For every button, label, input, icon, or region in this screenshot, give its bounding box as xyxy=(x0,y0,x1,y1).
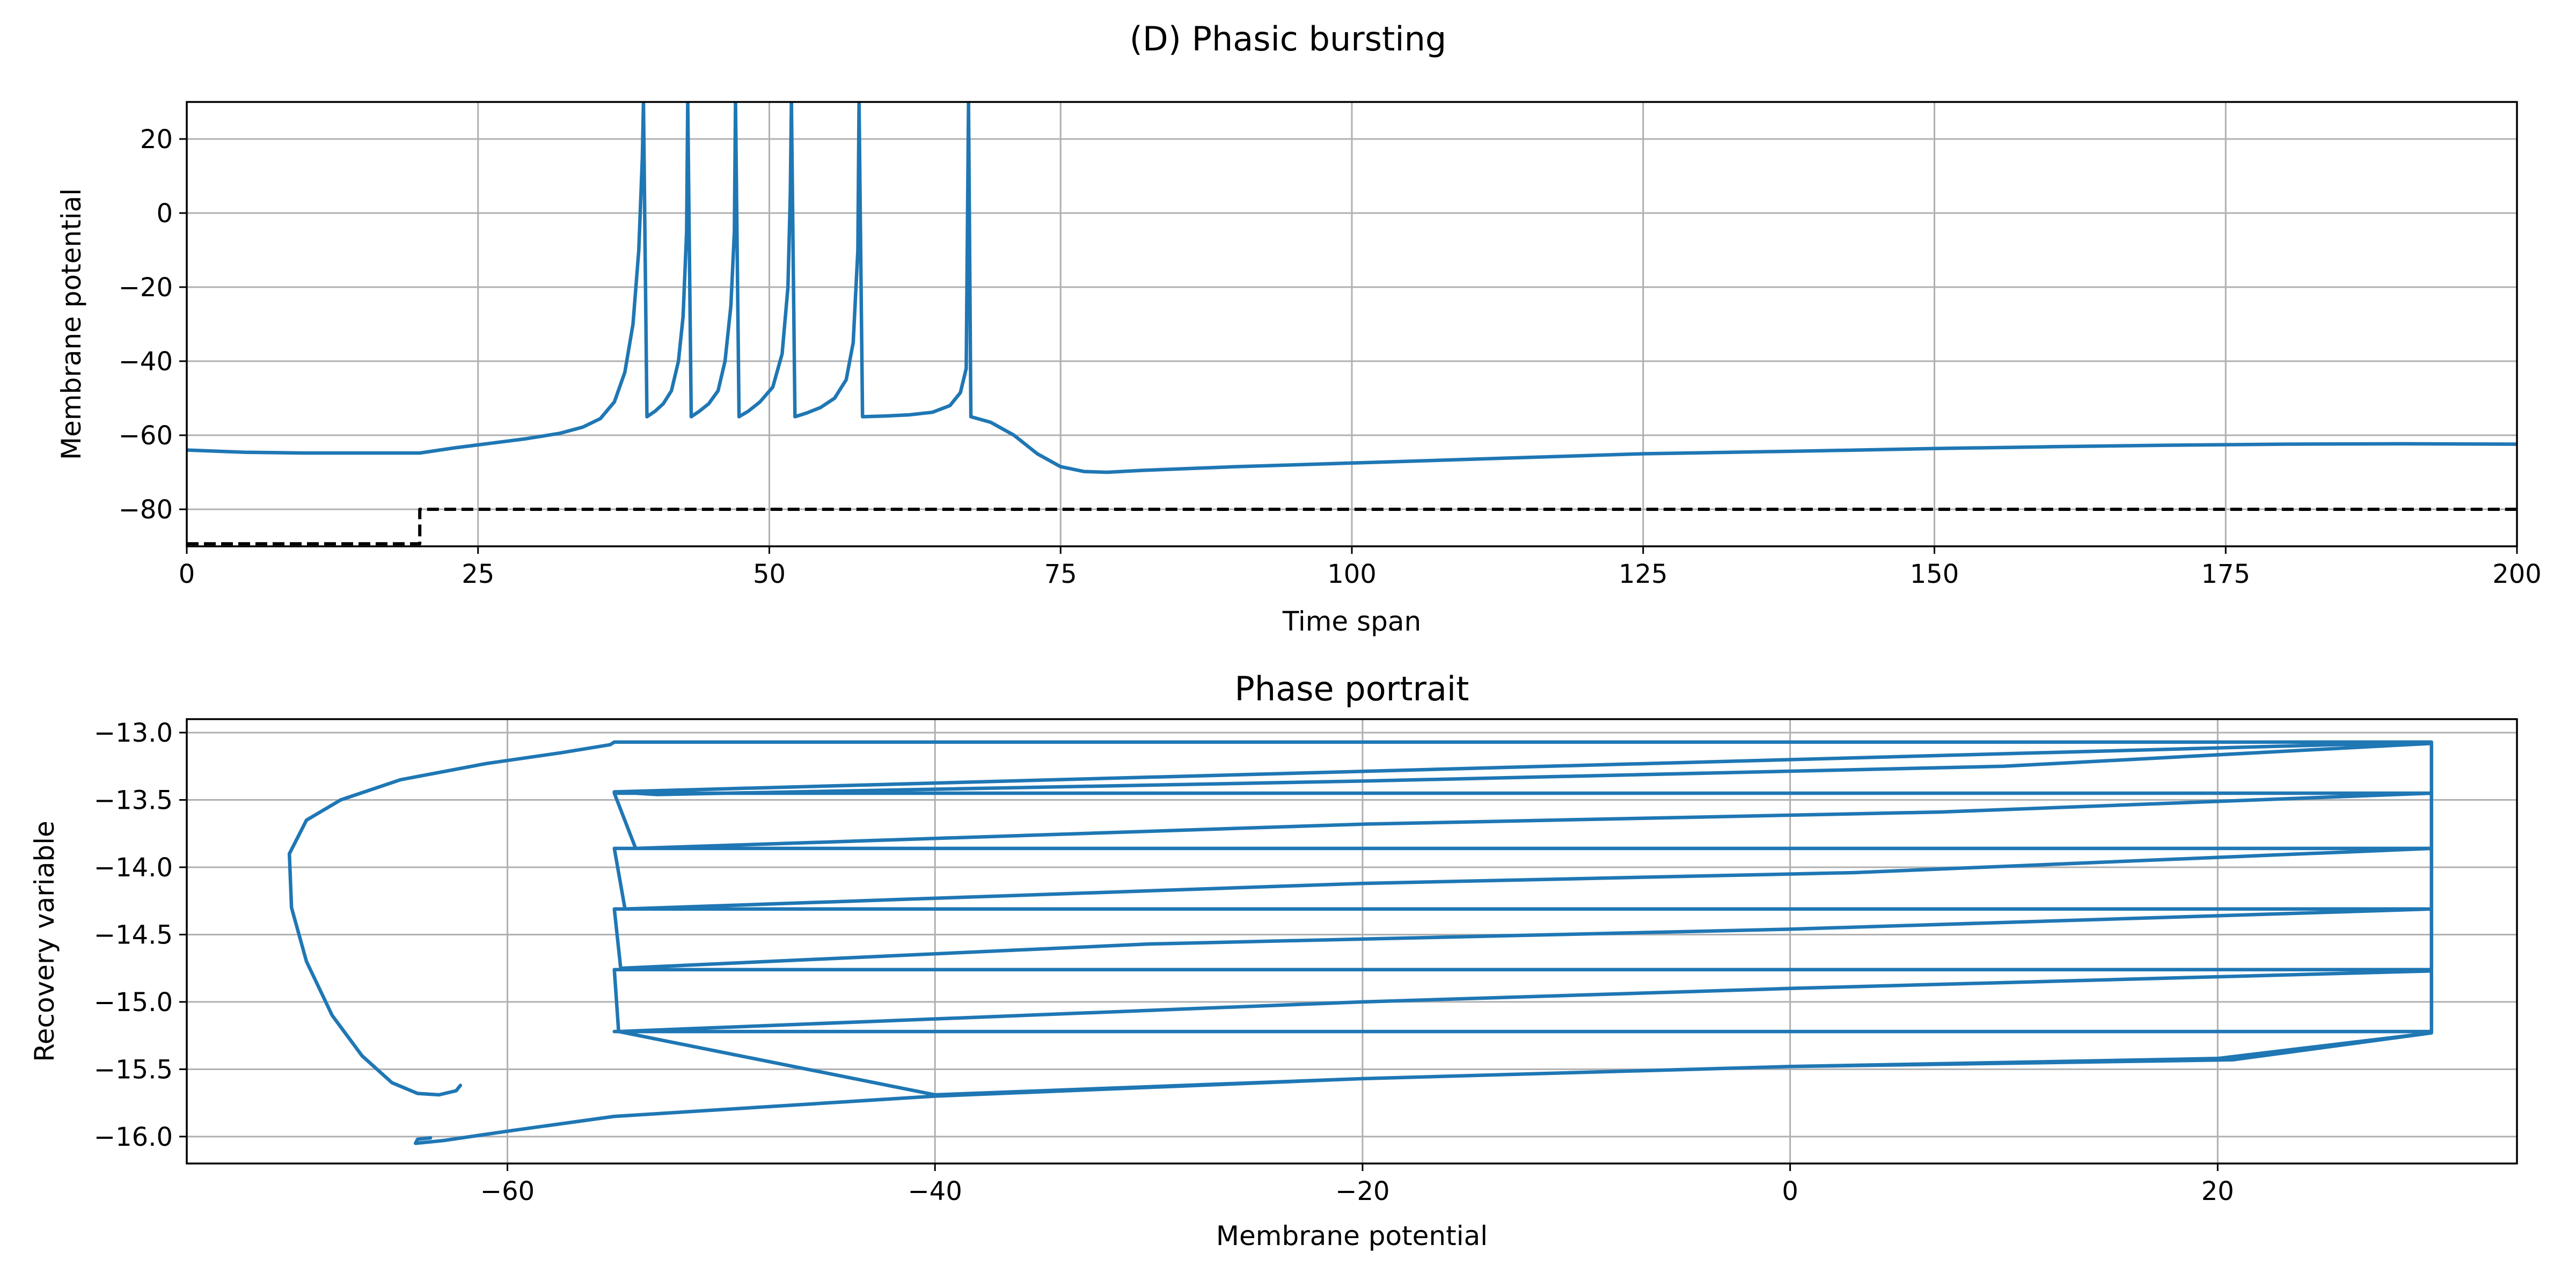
y-tick-label: −60 xyxy=(119,421,173,451)
x-tick-label: 125 xyxy=(1619,559,1668,589)
x-tick-label: 25 xyxy=(462,559,494,589)
data-series-line xyxy=(287,740,2433,1145)
input-current-line xyxy=(187,508,2517,546)
x-tick-label: 20 xyxy=(2201,1176,2234,1206)
figure-suptitle: (D) Phasic bursting xyxy=(1130,19,1446,58)
x-tick-label: 75 xyxy=(1044,559,1077,589)
y-axis-label: Recovery variable xyxy=(29,821,60,1062)
y-tick-label: 20 xyxy=(140,125,173,155)
y-tick-label: 0 xyxy=(156,199,173,229)
y-tick-label: −15.5 xyxy=(94,1055,173,1085)
y-tick-label: −16.0 xyxy=(94,1122,173,1152)
phase-portrait-plot: −60 −40 −20 0 20 −13.0 −13.5 −14.0 −14.5 −15.0 −15… xyxy=(29,669,2518,1252)
y-tick-label: −14.0 xyxy=(94,853,173,883)
y-tick-label: −15.0 xyxy=(94,987,173,1018)
x-tick-label: −20 xyxy=(1335,1176,1389,1206)
y-tick-label: −14.5 xyxy=(94,920,173,950)
y-axis-label: Membrane potential xyxy=(56,188,87,460)
y-tick-label: −40 xyxy=(119,347,173,377)
y-tick-label: −20 xyxy=(119,273,173,303)
x-tick-label: 200 xyxy=(2492,559,2542,589)
x-tick-label: 0 xyxy=(179,559,195,589)
membrane-potential-plot: 0 25 50 75 100 125 150 175 200200−20−40−60−80Tim… xyxy=(56,101,2542,637)
x-tick-label: 100 xyxy=(1327,559,1377,589)
x-tick-label: 50 xyxy=(753,559,786,589)
x-tick-label: 175 xyxy=(2201,559,2250,589)
x-axis-label: Membrane potential xyxy=(1216,1220,1488,1252)
x-tick-label: 0 xyxy=(1782,1176,1798,1206)
axes-frame xyxy=(186,718,2518,1165)
data-series-line xyxy=(187,102,2517,474)
y-tick-label: −13.5 xyxy=(94,786,173,816)
x-tick-label: 150 xyxy=(1910,559,1959,589)
axes-title: Phase portrait xyxy=(1235,669,1469,708)
x-axis-label: Time span xyxy=(1282,606,1421,637)
x-tick-label: −60 xyxy=(480,1176,535,1206)
x-tick-label: −40 xyxy=(908,1176,962,1206)
y-tick-label: −80 xyxy=(119,495,173,525)
y-tick-label: −13.0 xyxy=(94,718,173,748)
